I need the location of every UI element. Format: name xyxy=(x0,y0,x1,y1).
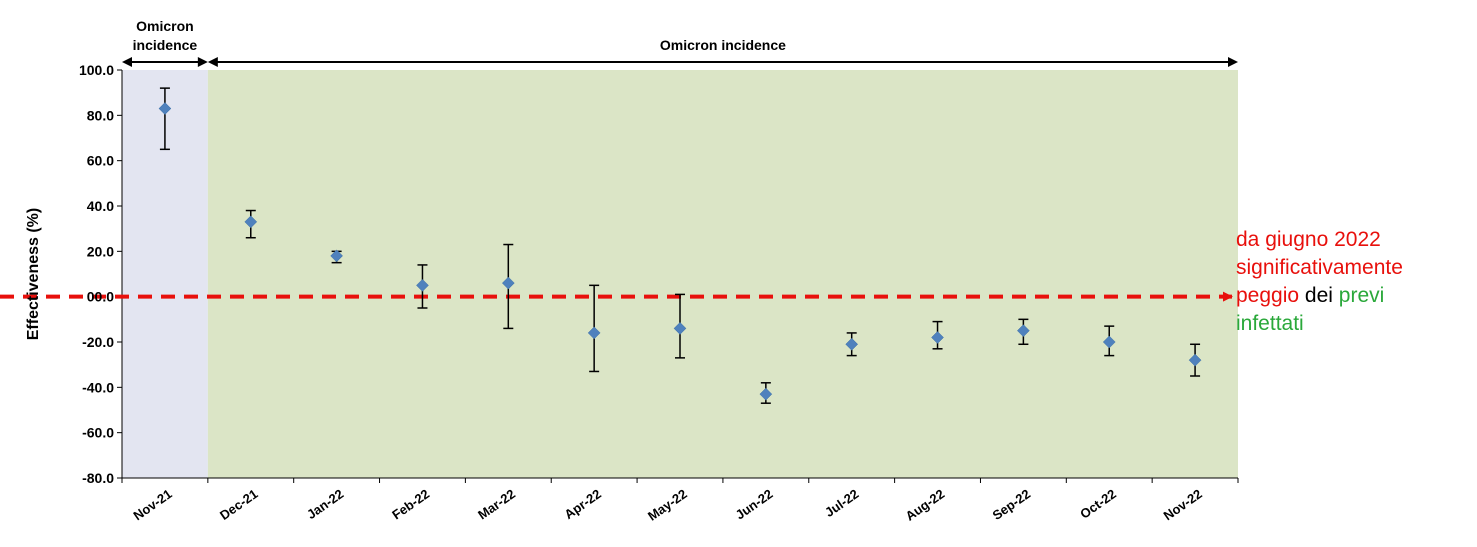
y-tick-label: 00.0 xyxy=(87,289,114,305)
data-point xyxy=(416,278,429,292)
annotation-line-1: da giugno 2022 xyxy=(1236,228,1381,251)
annotation-word-dei: dei xyxy=(1299,284,1339,307)
region-label-prev-line1: Omicron xyxy=(136,18,194,34)
y-tick-label: -60.0 xyxy=(82,425,114,441)
arrow-omicron-period-head-right xyxy=(1228,57,1238,67)
y-tick-label: -20.0 xyxy=(82,334,114,350)
arrow-prev-period-head-right xyxy=(197,57,208,67)
annotation-line-3: peggio dei previ xyxy=(1236,282,1474,310)
region-1 xyxy=(207,70,1238,478)
data-point xyxy=(587,326,601,340)
y-tick-label: -80.0 xyxy=(82,470,114,486)
background-regions xyxy=(122,70,1238,478)
arrow-prev-period-head-left xyxy=(122,57,132,67)
x-tick-label: Jan-22 xyxy=(304,486,346,522)
x-tick-label: Sep-22 xyxy=(990,486,1034,523)
data-point xyxy=(673,322,687,335)
y-tick-label: 20.0 xyxy=(87,243,114,259)
x-tick-label: Jun-22 xyxy=(733,486,776,522)
region-label-prev-line2: incidence xyxy=(133,37,198,53)
data-point xyxy=(1017,324,1030,338)
annotation-word-previ: previ xyxy=(1338,284,1385,307)
x-tick-label: Oct-22 xyxy=(1077,486,1119,521)
y-tick-label: 40.0 xyxy=(87,198,114,214)
arrow-omicron-period-head-left xyxy=(207,57,218,67)
y-tick-label: 80.0 xyxy=(87,107,114,123)
annotation-text: da giugno 2022 significativamente peggio… xyxy=(1236,226,1474,338)
y-tick-label: 60.0 xyxy=(87,153,114,169)
annotation-word-peggio: peggio xyxy=(1236,284,1300,307)
x-tick-label: Nov-21 xyxy=(131,486,175,523)
data-points xyxy=(158,102,1202,401)
data-point xyxy=(845,337,859,351)
x-tick-label: Jul-22 xyxy=(822,486,861,520)
x-tick-label: Dec-21 xyxy=(217,486,261,523)
data-point xyxy=(1188,353,1202,367)
data-point xyxy=(244,215,258,229)
x-tick-label: May-22 xyxy=(645,486,690,524)
x-tick-label: Nov-22 xyxy=(1161,486,1205,523)
annotation-line-2: significativamente xyxy=(1236,256,1403,279)
data-point xyxy=(759,387,773,401)
data-point xyxy=(330,249,343,263)
annotation-line-4: infettati xyxy=(1236,312,1304,335)
x-tick-label: Aug-22 xyxy=(903,486,948,524)
data-point xyxy=(931,331,944,344)
x-tick-label: Apr-22 xyxy=(562,486,604,522)
region-label-omicron: Omicron incidence xyxy=(660,37,786,53)
data-point xyxy=(501,276,515,290)
x-tick-label: Mar-22 xyxy=(475,486,518,522)
y-axis-label: Effectiveness (%) xyxy=(25,208,42,341)
x-tick-label: Feb-22 xyxy=(389,486,432,522)
data-point xyxy=(158,102,172,115)
data-point xyxy=(1102,335,1116,349)
axes xyxy=(117,69,1239,483)
y-tick-label: 100.0 xyxy=(79,62,114,78)
y-tick-label: -40.0 xyxy=(82,379,114,395)
